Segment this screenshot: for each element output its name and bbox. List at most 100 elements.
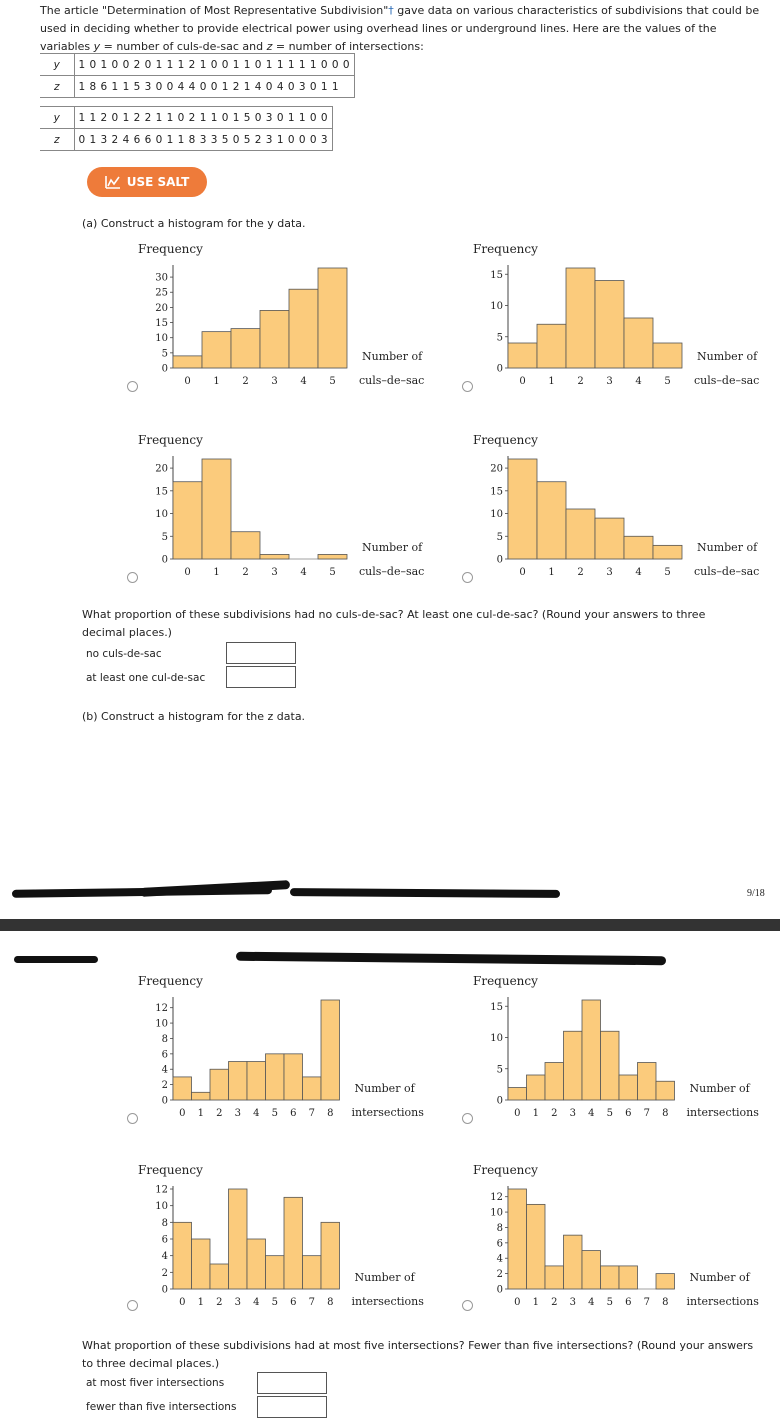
histogram-bar xyxy=(600,1265,620,1290)
histogram-bar xyxy=(172,1221,192,1290)
histogram-bar xyxy=(230,328,261,369)
intro-paragraph: The article "Determination of Most Repre… xyxy=(40,2,770,56)
x-tick-label: 0 xyxy=(179,1297,185,1308)
y-tick-label: 4 xyxy=(162,1251,168,1262)
y-tick-label: 4 xyxy=(162,1065,168,1076)
no-culs-input[interactable] xyxy=(226,642,296,664)
x-tick-label: 2 xyxy=(551,1108,557,1119)
x-axis-label: Number of xyxy=(690,1271,751,1284)
histogram-bar xyxy=(317,554,348,560)
var-y: y xyxy=(93,40,101,53)
radio-z-option-2[interactable] xyxy=(462,1113,473,1124)
radio-y-option-4[interactable] xyxy=(462,572,473,583)
histogram-bar xyxy=(320,1221,340,1290)
histogram-bar xyxy=(283,1053,303,1101)
x-tick-label: 2 xyxy=(242,567,248,578)
histogram-bar xyxy=(317,267,348,369)
histogram-bar xyxy=(655,1080,675,1101)
at-most-five-input[interactable] xyxy=(257,1372,327,1394)
histogram-bar xyxy=(655,1273,675,1290)
x-tick-label: 3 xyxy=(570,1108,576,1119)
histogram-bar xyxy=(652,342,683,369)
y-tick-label: 20 xyxy=(155,303,168,314)
y-tick-label: 0 xyxy=(497,1285,503,1296)
y-tick-label: 10 xyxy=(490,1208,503,1219)
y-tick-label: 0 xyxy=(497,364,503,375)
y-tick-label: 10 xyxy=(155,333,168,344)
histogram-bar xyxy=(507,1087,527,1101)
histogram-bar xyxy=(618,1074,638,1101)
fewer-than-five-input[interactable] xyxy=(257,1396,327,1418)
x-tick-label: 4 xyxy=(253,1108,259,1119)
y-tick-label: 12 xyxy=(490,1192,503,1203)
x-tick-label: 5 xyxy=(329,567,335,578)
x-tick-label: 1 xyxy=(533,1108,539,1119)
at-least-one-input[interactable] xyxy=(226,666,296,688)
x-axis-label: Number of xyxy=(355,1082,416,1095)
y-tick-label: 5 xyxy=(162,532,168,543)
y-axis-title: Frequency xyxy=(473,974,538,988)
x-tick-label: 2 xyxy=(551,1297,557,1308)
x-tick-label: 5 xyxy=(664,376,670,387)
y-tick-label: 2 xyxy=(162,1268,168,1279)
x-tick-label: 4 xyxy=(300,567,306,578)
histogram-y-option-1: Frequency 0 5 10 15 20 25 30 0 1 2 3 4 5 Number of culs… xyxy=(138,242,424,387)
x-axis-label: Number of xyxy=(362,541,423,554)
intro-text: gave data on various characteristics of … xyxy=(40,4,760,53)
histogram-bar xyxy=(594,280,625,369)
histogram-bar xyxy=(259,554,290,560)
histogram-bar xyxy=(565,267,596,369)
x-tick-label: 4 xyxy=(588,1297,594,1308)
y-tick-label: 10 xyxy=(490,301,503,312)
radio-z-option-1[interactable] xyxy=(127,1113,138,1124)
y-tick-label: 5 xyxy=(497,1064,503,1075)
x-tick-label: 3 xyxy=(271,376,277,387)
intro-text: = number of culs-de-sac and xyxy=(100,40,267,53)
y-tick-label: 15 xyxy=(155,486,168,497)
radio-y-option-1[interactable] xyxy=(127,381,138,392)
row-values: 0 1 3 2 4 6 6 0 1 1 8 3 3 5 0 5 2 3 1 0 … xyxy=(73,128,334,151)
x-tick-label: 6 xyxy=(290,1108,296,1119)
redaction-mark xyxy=(14,956,98,963)
redaction-mark xyxy=(289,888,561,898)
no-culs-label: no culs-de-sac xyxy=(86,648,162,660)
histogram-bar xyxy=(536,481,567,560)
x-tick-label: 8 xyxy=(662,1297,668,1308)
x-tick-label: 0 xyxy=(514,1297,520,1308)
x-tick-label: 0 xyxy=(519,376,525,387)
x-tick-label: 1 xyxy=(548,376,554,387)
histogram-y-option-3: Frequency 0 5 10 15 20 0 1 2 3 4 5 Number of culs–de–… xyxy=(138,433,424,578)
radio-z-option-3[interactable] xyxy=(127,1300,138,1311)
histogram-bar xyxy=(228,1061,248,1101)
x-axis-label: culs–de–sac xyxy=(694,565,759,578)
row-variable: z xyxy=(40,128,75,151)
x-tick-label: 5 xyxy=(607,1108,613,1119)
radio-y-option-2[interactable] xyxy=(462,381,473,392)
y-tick-label: 25 xyxy=(155,288,168,299)
y-tick-label: 8 xyxy=(497,1223,503,1234)
y-axis-title: Frequency xyxy=(138,1163,203,1177)
x-tick-label: 2 xyxy=(216,1108,222,1119)
x-tick-label: 7 xyxy=(644,1108,650,1119)
row-variable: y xyxy=(40,106,75,129)
y-tick-label: 5 xyxy=(497,332,503,343)
y-tick-label: 4 xyxy=(497,1254,503,1265)
x-axis-label: culs–de–sac xyxy=(359,565,424,578)
histogram-bar xyxy=(265,1255,285,1290)
redaction-mark xyxy=(235,951,667,966)
y-tick-label: 2 xyxy=(497,1269,503,1280)
footnote-link[interactable]: † xyxy=(388,4,394,17)
x-tick-label: 6 xyxy=(290,1297,296,1308)
radio-y-option-3[interactable] xyxy=(127,572,138,583)
row-values: 1 8 6 1 1 5 3 0 0 4 4 0 0 1 2 1 4 0 4 0 … xyxy=(73,75,356,98)
histogram-bar xyxy=(201,458,232,560)
histogram-y-option-4: Frequency 0 5 10 15 20 0 1 2 3 4 5 Number of culs–de–… xyxy=(473,433,759,578)
x-tick-label: 4 xyxy=(300,376,306,387)
radio-z-option-4[interactable] xyxy=(462,1300,473,1311)
x-axis-label: culs–de–sac xyxy=(694,374,759,387)
use-salt-button[interactable]: USE SALT xyxy=(87,167,207,197)
histogram-bar xyxy=(265,1053,285,1101)
histogram-bar xyxy=(191,1091,211,1101)
y-tick-label: 15 xyxy=(155,318,168,329)
